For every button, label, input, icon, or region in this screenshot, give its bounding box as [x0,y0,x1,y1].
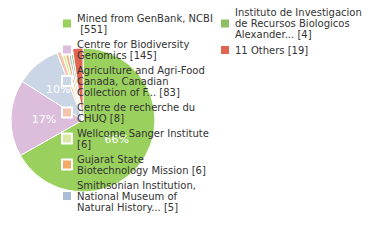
svg-text:Alexander... [4]: Alexander... [4] [235,29,312,40]
svg-text:Agriculture and Agri-Food: Agriculture and Agri-Food [77,65,208,76]
svg-text:Collection of F... [83]: Collection of F... [83] [77,87,180,98]
svg-text:[6]: [6] [77,139,91,150]
svg-text:Biotechnology Mission [6]: Biotechnology Mission [6] [77,165,206,176]
svg-text:Genomics [145]: Genomics [145] [77,50,157,61]
svg-text:Mined from GenBank, NCBI: Mined from GenBank, NCBI [77,13,213,24]
svg-text:66%: 66% [104,133,129,147]
svg-text:Gujarat State: Gujarat State [77,154,147,165]
svg-text:Centre de recherche du: Centre de recherche du [77,102,198,113]
svg-text:11 Others [19]: 11 Others [19] [235,45,308,56]
svg-text:de Recursos Biologicos: de Recursos Biologicos [235,18,353,29]
svg-text:[551]: [551] [77,24,107,35]
svg-text:10%: 10% [46,83,71,97]
svg-text:Smithsonian Institution,: Smithsonian Institution, [77,180,199,191]
svg-text:CHUQ [8]: CHUQ [8] [77,113,124,124]
svg-text:Wellcome Sanger Institute: Wellcome Sanger Institute [77,128,212,139]
svg-text:National Museum of: National Museum of [77,191,180,202]
svg-text:Centre for Biodiversity: Centre for Biodiversity [77,39,193,50]
svg-text:Natural History... [5]: Natural History... [5] [77,202,178,213]
svg-text:Instituto de Investigacion: Instituto de Investigacion [235,7,365,18]
svg-text:17%: 17% [32,113,56,126]
svg-text:Canada, Canadian: Canada, Canadian [77,76,172,87]
